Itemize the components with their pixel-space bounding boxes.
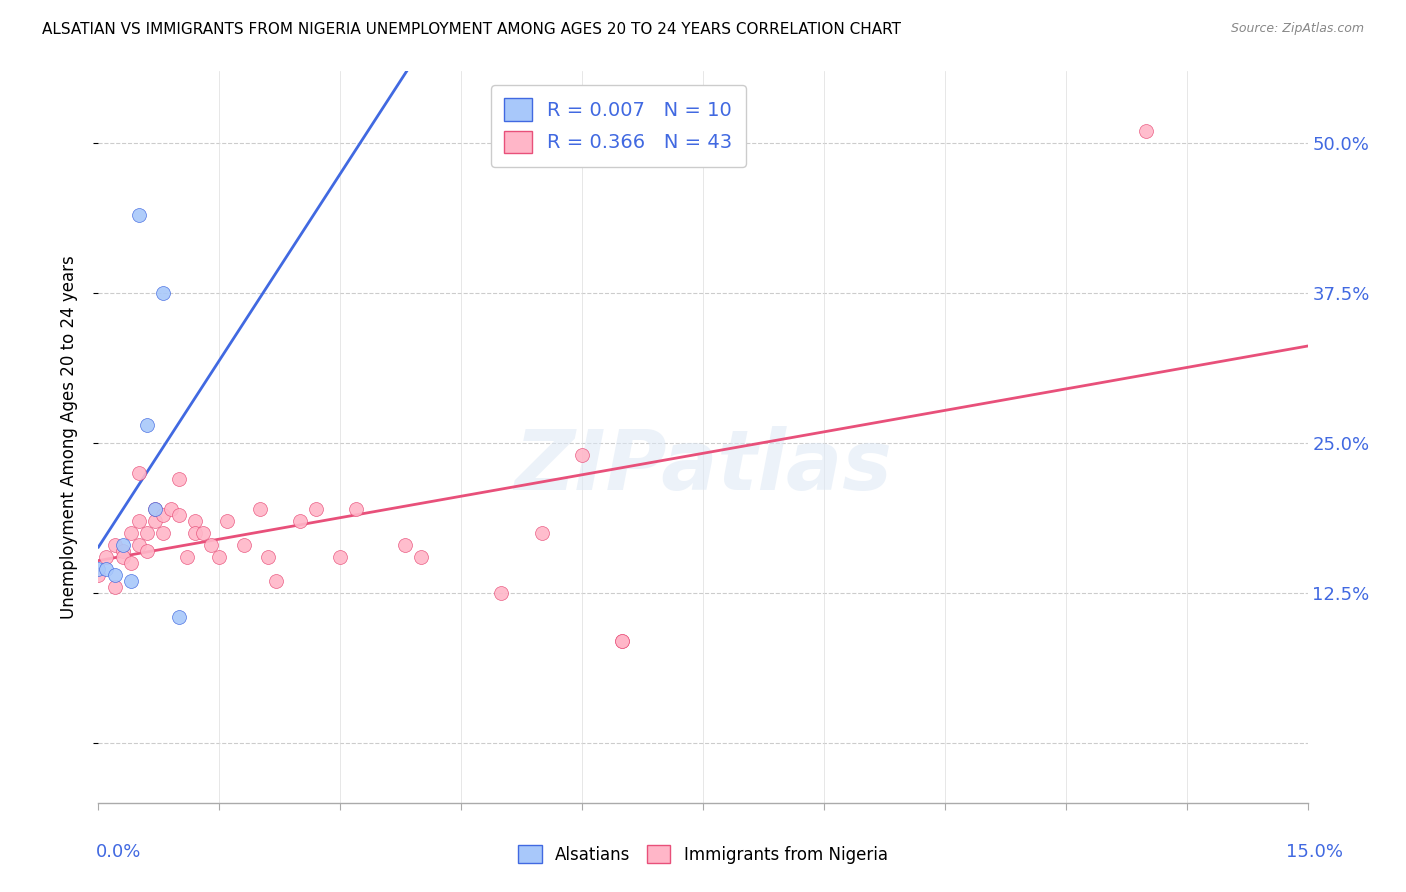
Point xyxy=(96,562,118,576)
Point xyxy=(217,514,239,528)
Point xyxy=(305,502,328,516)
Point xyxy=(394,538,416,552)
Point xyxy=(249,502,271,516)
Y-axis label: Unemployment Among Ages 20 to 24 years: Unemployment Among Ages 20 to 24 years xyxy=(59,255,77,619)
Point xyxy=(103,568,125,582)
Point xyxy=(120,574,142,588)
Point xyxy=(184,514,207,528)
Point xyxy=(103,580,125,594)
Point xyxy=(135,544,157,558)
Point xyxy=(288,514,311,528)
Point xyxy=(152,508,174,522)
Point xyxy=(184,526,207,541)
Point xyxy=(167,472,190,486)
Point xyxy=(135,526,157,541)
Point xyxy=(167,508,190,522)
Point xyxy=(128,466,150,480)
Point xyxy=(200,538,222,552)
Point xyxy=(135,418,157,433)
Point xyxy=(232,538,254,552)
Point xyxy=(193,526,215,541)
Point xyxy=(176,549,198,564)
Point xyxy=(612,634,634,648)
Point xyxy=(160,502,183,516)
Point xyxy=(128,538,150,552)
Point xyxy=(87,568,110,582)
Text: Source: ZipAtlas.com: Source: ZipAtlas.com xyxy=(1230,22,1364,36)
Point xyxy=(1135,124,1157,138)
Point xyxy=(120,556,142,570)
Point xyxy=(143,514,166,528)
Point xyxy=(128,514,150,528)
Point xyxy=(143,502,166,516)
Point xyxy=(167,610,190,624)
Text: 0.0%: 0.0% xyxy=(96,843,141,861)
Point xyxy=(111,544,134,558)
Point xyxy=(120,526,142,541)
Legend: R = 0.007   N = 10, R = 0.366   N = 43: R = 0.007 N = 10, R = 0.366 N = 43 xyxy=(491,85,747,167)
Text: ZIPatlas: ZIPatlas xyxy=(515,425,891,507)
Point xyxy=(344,502,367,516)
Point xyxy=(103,538,125,552)
Point xyxy=(128,208,150,222)
Point xyxy=(329,549,352,564)
Point xyxy=(612,634,634,648)
Legend: Alsatians, Immigrants from Nigeria: Alsatians, Immigrants from Nigeria xyxy=(512,838,894,871)
Point xyxy=(208,549,231,564)
Point xyxy=(152,286,174,301)
Point xyxy=(111,549,134,564)
Text: 15.0%: 15.0% xyxy=(1285,843,1343,861)
Point xyxy=(96,549,118,564)
Point xyxy=(152,526,174,541)
Point xyxy=(87,562,110,576)
Point xyxy=(491,586,513,600)
Point xyxy=(571,448,593,462)
Text: ALSATIAN VS IMMIGRANTS FROM NIGERIA UNEMPLOYMENT AMONG AGES 20 TO 24 YEARS CORRE: ALSATIAN VS IMMIGRANTS FROM NIGERIA UNEM… xyxy=(42,22,901,37)
Point xyxy=(111,538,134,552)
Point xyxy=(256,549,278,564)
Point xyxy=(530,526,553,541)
Point xyxy=(143,502,166,516)
Point xyxy=(264,574,287,588)
Point xyxy=(409,549,432,564)
